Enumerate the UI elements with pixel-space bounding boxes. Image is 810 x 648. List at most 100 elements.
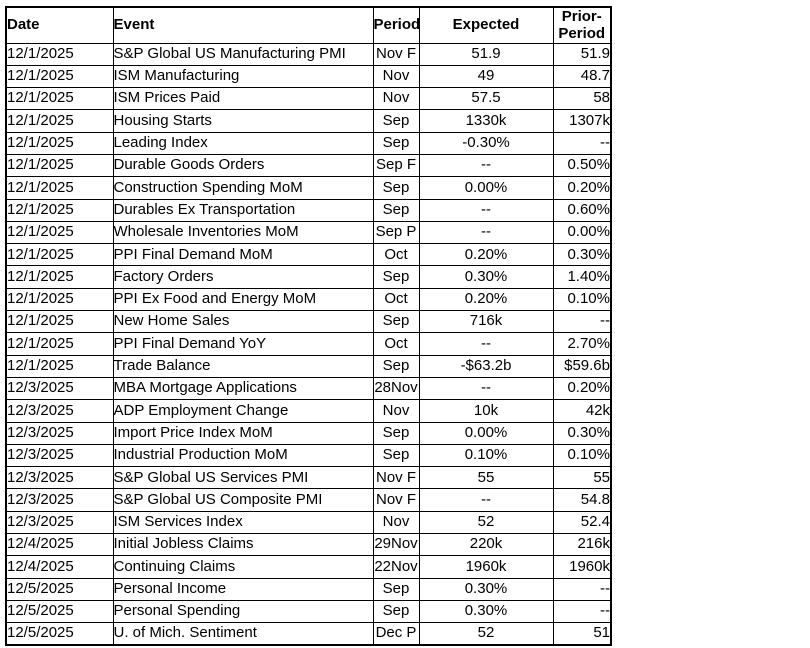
table-row: 12/3/2025 S&P Global US Services PMI Nov F… — [5, 466, 612, 490]
table-row: 12/1/2025 Wholesale Inventories MoM Sep P-… — [5, 220, 612, 245]
cell-expected: 1330k — [418, 109, 554, 133]
cell-expected: 0.30% — [418, 577, 554, 601]
table-row: 12/1/2025 ISM Prices Paid Nov 57.5 58 — [5, 87, 612, 111]
cell-period: Nov — [372, 64, 420, 89]
cell-event: Construction Spending MoM — [112, 176, 374, 200]
cell-expected: 0.10% — [418, 443, 554, 468]
cell-expected: 0.20% — [418, 287, 554, 312]
cell-period: Sep — [372, 354, 420, 378]
cell-expected: 52 — [418, 622, 554, 646]
table-row: 12/3/2025 Import Price Index MoM Sep 0.00% 0… — [5, 421, 612, 445]
cell-event: Factory Orders — [112, 265, 374, 289]
table-body: 12/1/2025 S&P Global US Manufacturing PMI… — [5, 42, 612, 646]
cell-prior: 48.7 — [552, 64, 612, 89]
cell-event: ISM Services Index — [112, 510, 374, 535]
cell-prior: -- — [552, 599, 612, 624]
header-expected: Expected — [418, 6, 554, 44]
table-row: 12/1/2025 S&P Global US Manufacturing PMI… — [5, 42, 612, 66]
cell-date: 12/1/2025 — [5, 87, 114, 111]
cell-date: 12/1/2025 — [5, 310, 114, 334]
cell-period: Sep — [372, 421, 420, 445]
cell-expected: -- — [418, 220, 554, 245]
cell-period: Sep — [372, 443, 420, 468]
table-row: 12/1/2025 New Home Sales Sep 716k -- — [5, 310, 612, 334]
table-row: 12/1/2025 Housing Starts Sep 1330k 1307k — [5, 109, 612, 133]
cell-date: 12/3/2025 — [5, 443, 114, 468]
cell-prior: 0.00% — [552, 220, 612, 245]
cell-event: ISM Prices Paid — [112, 87, 374, 111]
cell-prior: 0.20% — [552, 376, 612, 401]
cell-date: 12/1/2025 — [5, 198, 114, 222]
cell-expected: 716k — [418, 310, 554, 334]
cell-date: 12/1/2025 — [5, 153, 114, 178]
header-prior-line1: Prior- — [561, 8, 602, 26]
cell-period: Sep — [372, 577, 420, 601]
cell-expected: 49 — [418, 64, 554, 89]
header-period: Period — [372, 6, 420, 44]
cell-period: Nov — [372, 87, 420, 111]
cell-date: 12/1/2025 — [5, 265, 114, 289]
cell-period: 29Nov — [372, 533, 420, 557]
table-row: 12/3/2025 S&P Global US Composite PMI Nov … — [5, 488, 612, 512]
cell-event: Durables Ex Transportation — [112, 198, 374, 222]
cell-expected: 55 — [418, 466, 554, 490]
cell-prior: 42k — [552, 399, 612, 423]
cell-expected: 220k — [418, 533, 554, 557]
cell-date: 12/3/2025 — [5, 376, 114, 401]
cell-event: Continuing Claims — [112, 555, 374, 579]
cell-event: PPI Final Demand YoY — [112, 332, 374, 356]
cell-date: 12/1/2025 — [5, 64, 114, 89]
cell-expected: -- — [418, 488, 554, 512]
cell-period: Sep F — [372, 153, 420, 178]
cell-date: 12/5/2025 — [5, 599, 114, 624]
table-row: 12/1/2025 PPI Final Demand MoM Oct 0.20% 0.3… — [5, 243, 612, 267]
cell-period: Sep — [372, 131, 420, 155]
table-row: 12/5/2025 Personal Spending Sep 0.30% -- — [5, 599, 612, 624]
cell-event: PPI Final Demand MoM — [112, 243, 374, 267]
cell-expected: -- — [418, 376, 554, 401]
cell-expected: 10k — [418, 399, 554, 423]
cell-expected: -$63.2b — [418, 354, 554, 378]
cell-expected: -- — [418, 198, 554, 222]
cell-prior: 0.10% — [552, 443, 612, 468]
cell-expected: -- — [418, 332, 554, 356]
table-row: 12/1/2025 Trade Balance Sep -$63.2b $59.6b — [5, 354, 612, 378]
cell-prior: 0.10% — [552, 287, 612, 312]
cell-period: Nov — [372, 399, 420, 423]
cell-expected: 0.00% — [418, 421, 554, 445]
cell-date: 12/3/2025 — [5, 466, 114, 490]
cell-date: 12/4/2025 — [5, 555, 114, 579]
cell-expected: 0.30% — [418, 599, 554, 624]
cell-expected: 0.20% — [418, 243, 554, 267]
cell-prior: 55 — [552, 466, 612, 490]
cell-date: 12/1/2025 — [5, 176, 114, 200]
cell-prior: -- — [552, 310, 612, 334]
table-row: 12/5/2025 Personal Income Sep 0.30% -- — [5, 577, 612, 601]
cell-period: 22Nov — [372, 555, 420, 579]
cell-period: Sep — [372, 176, 420, 200]
cell-event: Wholesale Inventories MoM — [112, 220, 374, 245]
cell-expected: -0.30% — [418, 131, 554, 155]
cell-date: 12/1/2025 — [5, 42, 114, 66]
cell-period: Dec P — [372, 622, 420, 646]
cell-period: Oct — [372, 243, 420, 267]
cell-period: Sep P — [372, 220, 420, 245]
table-row: 12/3/2025 ADP Employment Change Nov 10k 42k — [5, 399, 612, 423]
cell-date: 12/1/2025 — [5, 109, 114, 133]
cell-period: Nov F — [372, 42, 420, 66]
table-row: 12/4/2025 Initial Jobless Claims 29Nov 220k… — [5, 533, 612, 557]
cell-event: Initial Jobless Claims — [112, 533, 374, 557]
cell-period: Sep — [372, 310, 420, 334]
cell-date: 12/1/2025 — [5, 220, 114, 245]
cell-event: S&P Global US Composite PMI — [112, 488, 374, 512]
cell-expected: 0.00% — [418, 176, 554, 200]
cell-expected: 1960k — [418, 555, 554, 579]
cell-event: New Home Sales — [112, 310, 374, 334]
cell-date: 12/5/2025 — [5, 622, 114, 646]
table-row: 12/1/2025 Durables Ex Transportation Sep --… — [5, 198, 612, 222]
table-header-row: Date Event Period Expected Prior- Period — [5, 6, 612, 44]
cell-period: Nov F — [372, 488, 420, 512]
cell-prior: $59.6b — [552, 354, 612, 378]
cell-expected: -- — [418, 153, 554, 178]
